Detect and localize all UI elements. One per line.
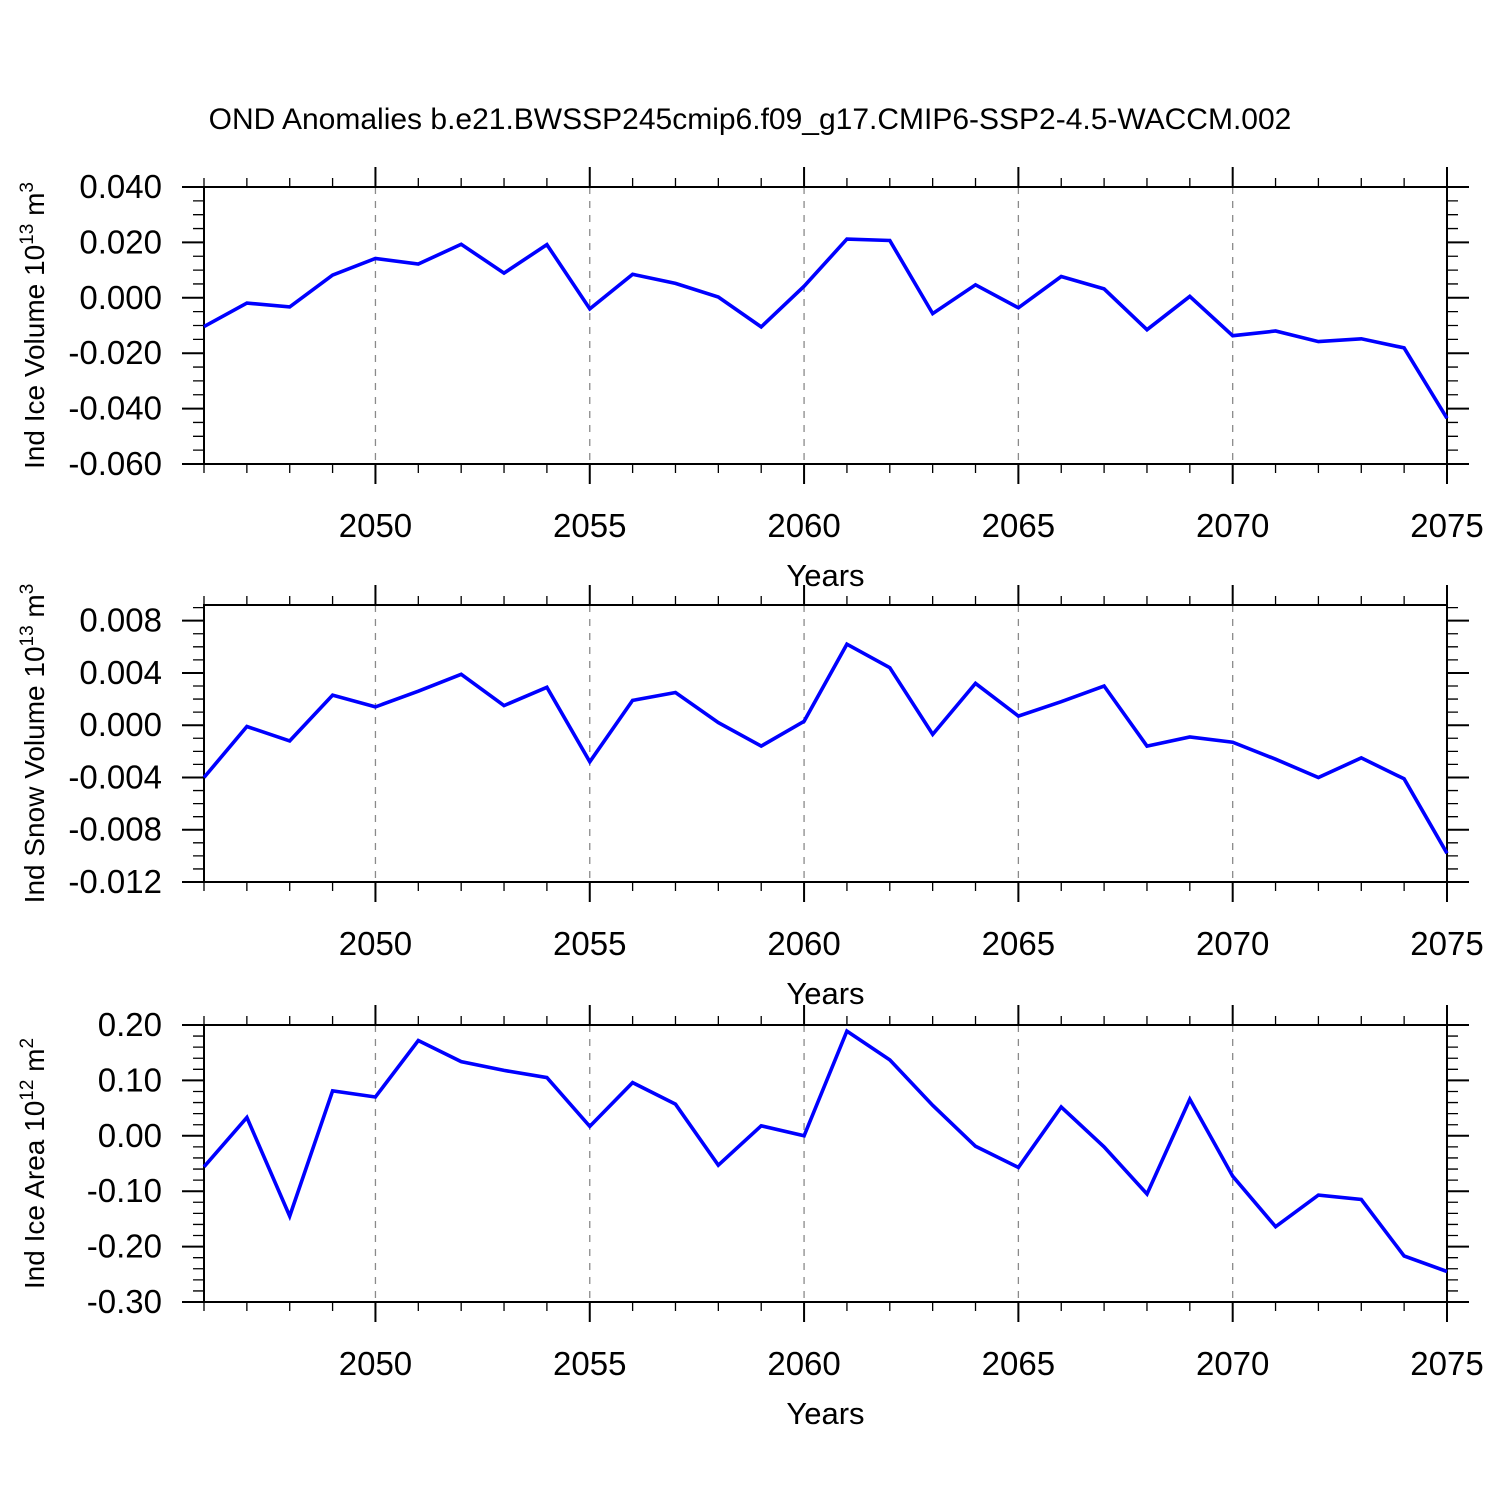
- y-tick-label: -0.012: [68, 863, 162, 900]
- x-axis-label-years: Years: [786, 976, 864, 1011]
- y-tick-label: -0.20: [87, 1228, 162, 1265]
- plot-box: [203, 1024, 1448, 1303]
- x-tick-label: 2065: [982, 925, 1055, 962]
- x-axis-label-years: Years: [786, 558, 864, 593]
- y-tick-label: -0.020: [68, 334, 162, 371]
- y-tick-label: -0.30: [87, 1283, 162, 1320]
- x-tick-label: 2050: [339, 925, 412, 962]
- major-ticks: [182, 585, 1469, 902]
- x-tick-label: 2070: [1196, 507, 1269, 544]
- y-tick-labels: 0.040 0.020 0.000 -0.020 -0.040 -0.060: [68, 168, 162, 482]
- snow-volume-line: [202, 641, 1449, 855]
- major-ticks: [182, 1005, 1469, 1322]
- panel-snow-volume: 2050 2055 2060 2065 2070 2075 0.008 0.004 0.000 -…: [17, 584, 1484, 1011]
- y-axis-title: Ind Snow Volume 1013 m3: [17, 584, 50, 904]
- y-tick-label: -0.060: [68, 445, 162, 482]
- y-tick-label: 0.20: [98, 1006, 162, 1043]
- x-tick-label: 2065: [982, 1345, 1055, 1382]
- x-tick-label: 2050: [339, 507, 412, 544]
- x-tick-labels: 2050 2055 2060 2065 2070 2075: [339, 1345, 1484, 1382]
- x-tick-label: 2075: [1410, 507, 1483, 544]
- x-tick-label: 2075: [1410, 925, 1483, 962]
- gridlines: [374, 1025, 1234, 1302]
- gridlines: [374, 605, 1234, 882]
- x-axis-label-years: Years: [786, 1396, 864, 1431]
- x-tick-label: 2055: [553, 507, 626, 544]
- x-tick-label: 2070: [1196, 925, 1269, 962]
- y-tick-labels: 0.20 0.10 0.00 -0.10 -0.20 -0.30: [87, 1006, 162, 1320]
- y-tick-label: -0.040: [68, 390, 162, 427]
- x-tick-label: 2060: [767, 1345, 840, 1382]
- x-tick-label: 2055: [553, 1345, 626, 1382]
- minor-ticks: [193, 1016, 1458, 1311]
- x-tick-label: 2075: [1410, 1345, 1483, 1382]
- x-tick-labels: 2050 2055 2060 2065 2070 2075: [339, 507, 1484, 544]
- y-tick-label: -0.008: [68, 811, 162, 848]
- ice-area-line: [202, 1028, 1448, 1274]
- plot-box: [203, 186, 1448, 465]
- y-tick-label: 0.10: [98, 1061, 162, 1098]
- chart-title: OND Anomalies b.e21.BWSSP245cmip6.f09_g1…: [208, 103, 1292, 136]
- x-tick-label: 2060: [767, 507, 840, 544]
- x-tick-label: 2055: [553, 925, 626, 962]
- gridlines: [374, 187, 1234, 464]
- y-tick-label: 0.040: [79, 168, 162, 205]
- y-tick-label: 0.00: [98, 1117, 162, 1154]
- minor-ticks: [193, 178, 1458, 473]
- y-tick-labels: 0.008 0.004 0.000 -0.004 -0.008 -0.012: [68, 602, 162, 900]
- y-tick-label: 0.008: [79, 602, 162, 639]
- x-tick-labels: 2050 2055 2060 2065 2070 2075: [339, 925, 1484, 962]
- y-axis-title: Ind Ice Volume 1013 m3: [17, 182, 50, 469]
- y-tick-label: 0.000: [79, 279, 162, 316]
- panel-ice-area: 2050 2055 2060 2065 2070 2075 0.20 0.10 0.00 -0.1…: [17, 1005, 1484, 1431]
- y-tick-label: -0.10: [87, 1172, 162, 1209]
- x-tick-label: 2070: [1196, 1345, 1269, 1382]
- y-tick-label: 0.000: [79, 706, 162, 743]
- x-tick-label: 2050: [339, 1345, 412, 1382]
- x-tick-label: 2065: [982, 507, 1055, 544]
- y-tick-label: 0.020: [79, 223, 162, 260]
- panel-ice-volume: 2050 2055 2060 2065 2070 2075 0.040 0.020 0.000 -…: [17, 167, 1484, 593]
- y-tick-label: 0.004: [79, 654, 162, 691]
- x-tick-label: 2060: [767, 925, 840, 962]
- y-tick-label: -0.004: [68, 758, 162, 795]
- minor-ticks: [193, 596, 1458, 891]
- y-axis-title: Ind Ice Area 1012 m2: [17, 1038, 50, 1289]
- plot-box: [203, 604, 1448, 883]
- ice-volume-line: [203, 237, 1449, 420]
- major-ticks: [182, 167, 1469, 484]
